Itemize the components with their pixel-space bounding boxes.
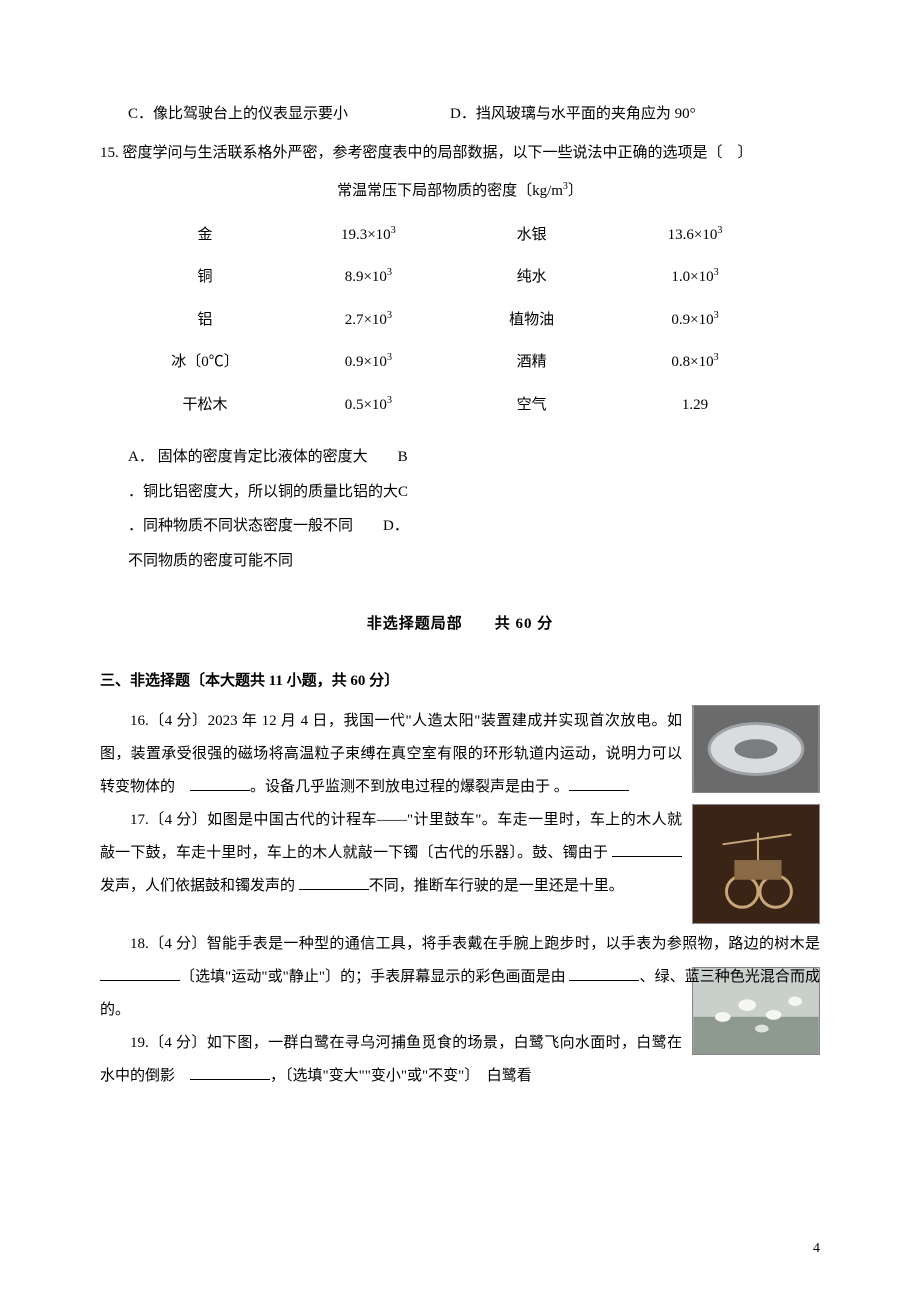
material-name: 植物油 [477, 306, 587, 335]
material-name: 金 [150, 221, 260, 250]
material-name: 酒精 [477, 348, 587, 377]
q15-option-b: ．铜比铝密度大，所以铜的质量比铝的大C [128, 475, 820, 510]
q17-block: 17.〔4 分〕如图是中国古代的计程车——"计里鼓车"。车走一里时，车上的木人就… [100, 804, 820, 928]
material-name: 空气 [477, 391, 587, 420]
material-value: 8.9×103 [293, 263, 443, 292]
density-table: 金 19.3×103 水银 13.6×103 铜 8.9×103 纯水 1.0×… [150, 214, 770, 427]
density-table-title-close: 〕 [568, 183, 583, 199]
table-row: 干松木 0.5×103 空气 1.29 [150, 384, 770, 427]
section-title: 非选择题局部 共 60 分 [100, 610, 820, 639]
q14-option-c: C．像比驾驶台上的仪表显示要小 [100, 100, 450, 129]
material-value: 0.9×103 [293, 348, 443, 377]
q16-figure [692, 705, 820, 793]
q18-q19-block: 18.〔4 分〕智能手表是一种型的通信工具，将手表戴在手腕上跑步时，以手表为参照… [100, 928, 820, 1093]
fill-blank[interactable] [299, 875, 369, 890]
material-value: 2.7×103 [293, 306, 443, 335]
material-name: 冰〔0℃〕 [150, 348, 260, 377]
table-row: 铜 8.9×103 纯水 1.0×103 [150, 256, 770, 299]
fill-blank[interactable] [190, 776, 250, 791]
density-table-title: 常温常压下局部物质的密度〔kg/m3〕 [100, 177, 820, 206]
material-name: 铜 [150, 263, 260, 292]
fill-blank[interactable] [569, 966, 639, 981]
q17-pre: 17.〔4 分〕如图是中国古代的计程车——"计里鼓车"。车走一里时，车上的木人就… [100, 812, 682, 861]
q14-option-d: D．挡风玻璃与水平面的夹角应为 90° [450, 100, 820, 129]
q17-mid2: 不同，推断车行驶的是一里还是十里。 [369, 878, 624, 894]
material-value: 19.3×103 [293, 221, 443, 250]
table-row: 金 19.3×103 水银 13.6×103 [150, 214, 770, 257]
q16-block: 16.〔4 分〕2023 年 12 月 4 日，我国一代"人造太阳"装置建成并实… [100, 705, 820, 804]
material-value: 0.5×103 [293, 391, 443, 420]
page-number: 4 [813, 1236, 820, 1263]
q14-options-row: C．像比驾驶台上的仪表显示要小 D．挡风玻璃与水平面的夹角应为 90° [100, 100, 820, 129]
material-value: 1.29 [620, 391, 770, 420]
density-table-title-text: 常温常压下局部物质的密度〔kg/m [337, 183, 563, 199]
q17-figure [692, 804, 820, 924]
material-name: 干松木 [150, 391, 260, 420]
q16-mid: 。设备几乎监测不到放电过程的爆裂声是由于 。 [250, 779, 569, 795]
material-name: 水银 [477, 221, 587, 250]
table-row: 铝 2.7×103 植物油 0.9×103 [150, 299, 770, 342]
table-row: 冰〔0℃〕 0.9×103 酒精 0.8×103 [150, 341, 770, 384]
material-name: 纯水 [477, 263, 587, 292]
fill-blank[interactable] [190, 1065, 270, 1080]
q15-option-d: 不同物质的密度可能不同 [128, 544, 820, 579]
q15-stem: 15. 密度学问与生活联系格外严密，参考密度表中的局部数据，以下一些说法中正确的… [100, 139, 820, 168]
q15-option-c: ．同种物质不同状态密度一般不同 D． [128, 509, 820, 544]
material-value: 13.6×103 [620, 221, 770, 250]
material-value: 0.9×103 [620, 306, 770, 335]
q19-mid: ，〔选填"变大""变小"或"不变"〕 白鹭看 [270, 1068, 532, 1084]
material-name: 铝 [150, 306, 260, 335]
fill-blank[interactable] [100, 966, 180, 981]
fill-blank[interactable] [612, 842, 682, 857]
q18-mid1: 〔选填"运动"或"静止"〕的；手表屏幕显示的彩色画面是由 [180, 969, 569, 985]
q15-option-a: A． 固体的密度肯定比液体的密度大 B [128, 440, 820, 475]
q15-options: A． 固体的密度肯定比液体的密度大 B ．铜比铝密度大，所以铜的质量比铝的大C … [100, 440, 820, 578]
material-value: 0.8×103 [620, 348, 770, 377]
material-value: 1.0×103 [620, 263, 770, 292]
q18-pre: 18.〔4 分〕智能手表是一种型的通信工具，将手表戴在手腕上跑步时，以手表为参照… [130, 936, 820, 952]
part-title: 三、非选择题〔本大题共 11 小题，共 60 分〕 [100, 667, 820, 696]
fill-blank[interactable] [569, 776, 629, 791]
q17-mid1: 发声，人们依据鼓和镯发声的 [100, 878, 299, 894]
